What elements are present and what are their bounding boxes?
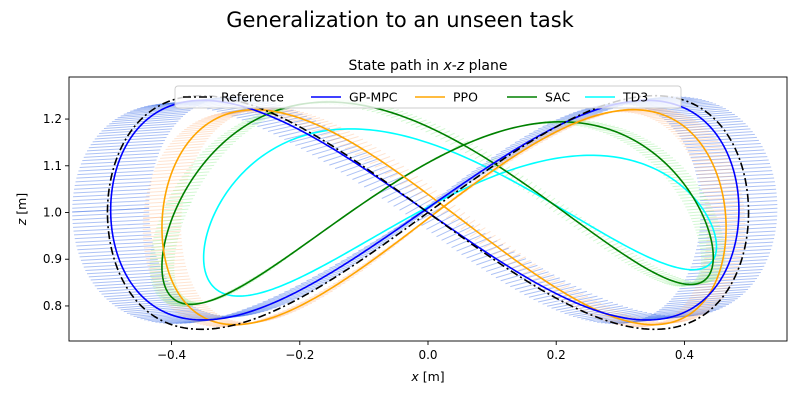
- figure-suptitle: Generalization to an unseen task: [226, 8, 574, 32]
- x-axis-label-unit: [m]: [419, 369, 445, 384]
- series-line-reference: [106, 94, 750, 331]
- band-ppo: [142, 107, 746, 328]
- legend-label: TD3: [622, 90, 648, 105]
- legend-item-reference: Reference: [183, 90, 284, 105]
- legend-item-gp-mpc: GP-MPC: [311, 90, 398, 105]
- legend: Reference GP-MPC PPO SAC TD3: [174, 85, 682, 109]
- y-tick-label: 1.2: [43, 112, 62, 126]
- legend-item-sac: SAC: [507, 90, 570, 105]
- x-tick-label: 0.2: [547, 348, 566, 362]
- legend-label: Reference: [221, 90, 284, 105]
- chart-title-tail: plane: [464, 58, 507, 74]
- legend-label: PPO: [453, 90, 478, 105]
- y-axis-label: z [m]: [14, 193, 29, 226]
- series-line-sac: [161, 101, 715, 306]
- x-tick-label: 0.0: [418, 348, 437, 362]
- series-lines: [106, 94, 750, 331]
- y-tick-label: 0.8: [43, 299, 62, 313]
- legend-item-td3: TD3: [585, 90, 648, 105]
- y-axis-label-unit: [m]: [14, 193, 29, 219]
- x-tick-label: −0.2: [285, 348, 314, 362]
- x-axis-label-var: x: [410, 369, 419, 384]
- y-tick-label: 1.1: [43, 159, 62, 173]
- x-tick-label: −0.4: [157, 348, 186, 362]
- y-axis: 0.8 0.9 1.0 1.1 1.2: [43, 112, 69, 313]
- x-tick-label: 0.4: [675, 348, 694, 362]
- chart-title-x: x: [442, 58, 452, 74]
- x-axis-label: x [m]: [410, 369, 444, 384]
- plot-area: [72, 94, 778, 331]
- y-axis-label-var: z: [14, 218, 29, 226]
- chart-title-z: z: [456, 58, 465, 74]
- series-line-td3: [202, 128, 718, 297]
- y-tick-label: 1.0: [43, 206, 62, 220]
- series-line-gp-mpc: [109, 99, 740, 321]
- legend-label: SAC: [545, 90, 570, 105]
- chart-title: State path in x-z plane: [348, 58, 507, 74]
- legend-item-ppo: PPO: [415, 90, 478, 105]
- y-tick-label: 0.9: [43, 252, 62, 266]
- legend-label: GP-MPC: [349, 90, 398, 105]
- chart-title-dash: -: [452, 58, 457, 74]
- chart-title-part: State path in: [348, 58, 443, 74]
- x-axis: −0.4 −0.2 0.0 0.2 0.4: [157, 341, 694, 362]
- series-line-ppo: [161, 108, 727, 326]
